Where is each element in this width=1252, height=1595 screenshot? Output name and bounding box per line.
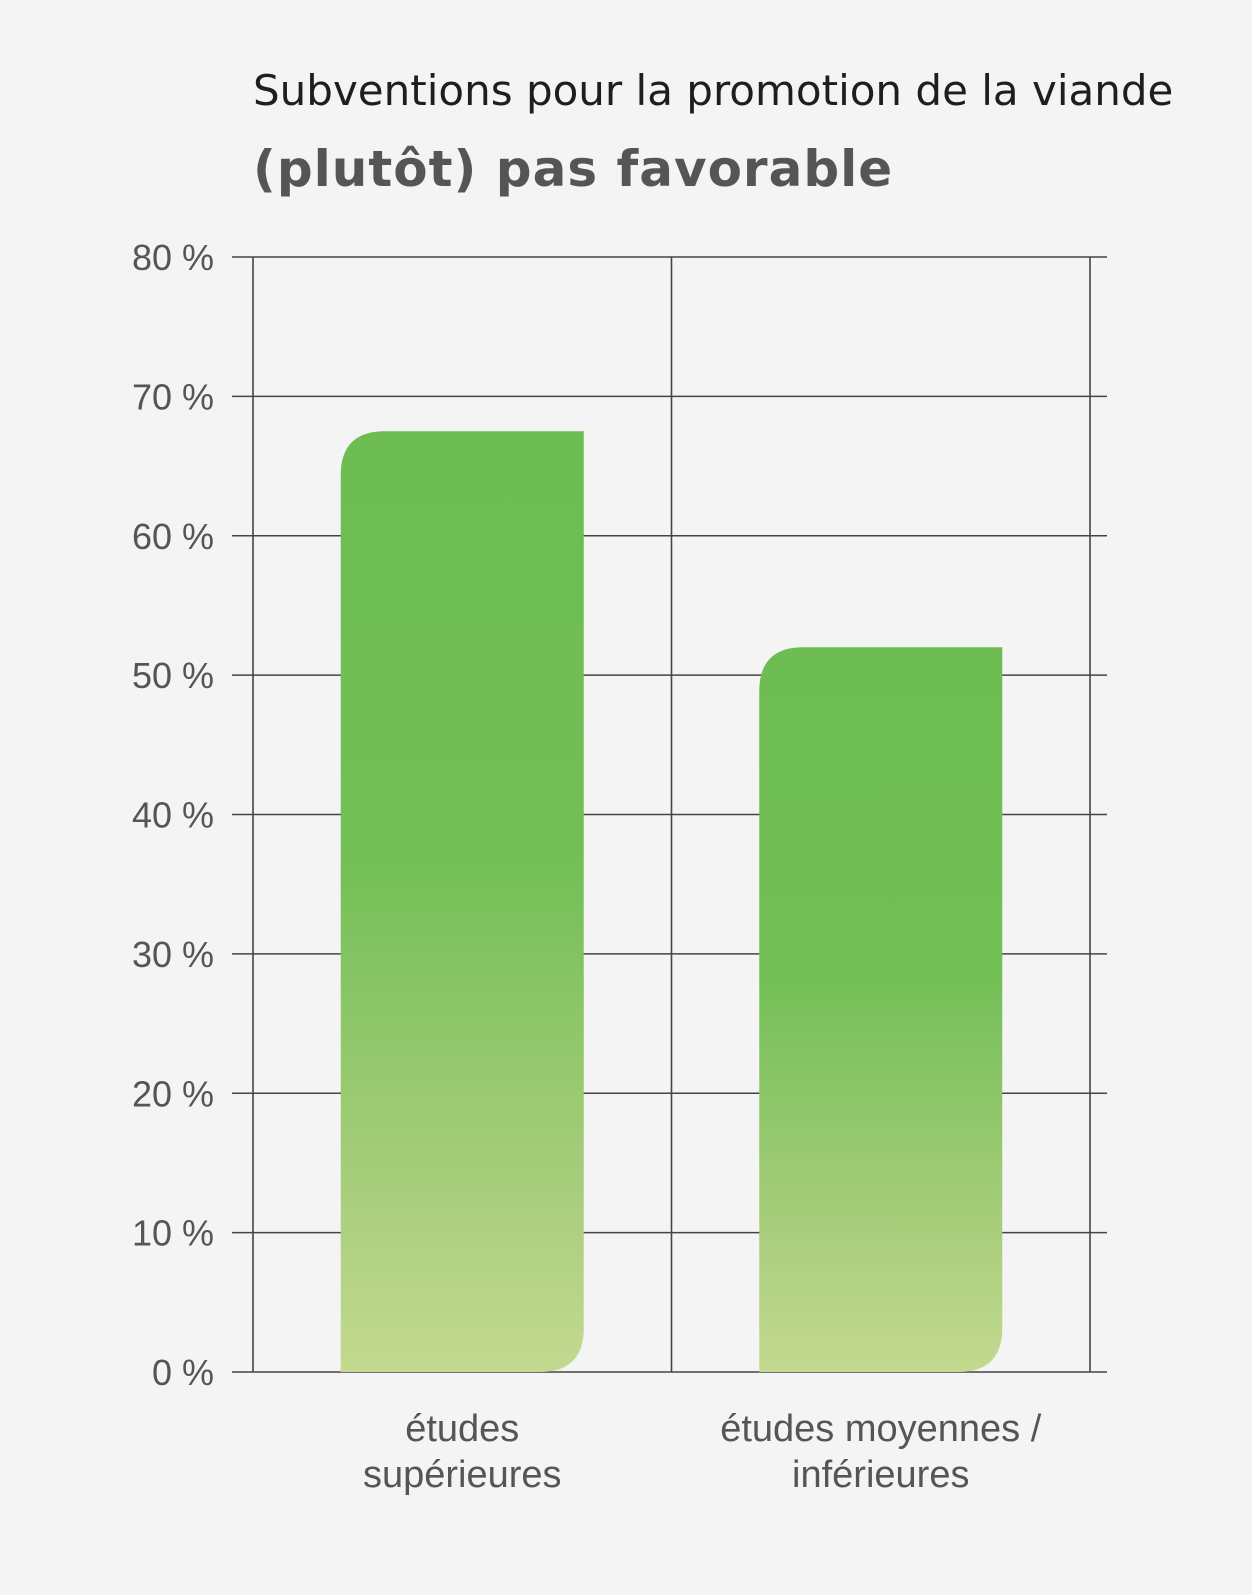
bar-0 bbox=[340, 431, 584, 1372]
chart-title: Subventions pour la promotion de la vian… bbox=[253, 66, 1174, 115]
y-tick-label: 30 % bbox=[132, 934, 214, 975]
y-tick-label: 20 % bbox=[132, 1073, 214, 1114]
y-tick-label: 10 % bbox=[132, 1213, 214, 1254]
x-category-label: études bbox=[405, 1408, 519, 1450]
x-category-label: inférieures bbox=[792, 1454, 969, 1496]
y-tick-label: 0 % bbox=[152, 1352, 214, 1393]
bar-1 bbox=[759, 647, 1003, 1372]
y-tick-label: 70 % bbox=[132, 376, 214, 417]
x-category-label: supérieures bbox=[363, 1454, 562, 1496]
y-axis-ticks: 0 % 10 % 20 % 30 % 40 % 50 % 60 % 70 % 80 % bbox=[132, 237, 214, 1393]
y-tick-label: 80 % bbox=[132, 237, 214, 278]
chart-subtitle: (plutôt) pas favorable bbox=[253, 140, 894, 198]
y-tick-label: 50 % bbox=[132, 655, 214, 696]
y-tick-label: 40 % bbox=[132, 795, 214, 836]
bars bbox=[340, 431, 1003, 1372]
x-category-label: études moyennes / bbox=[720, 1408, 1042, 1450]
y-tick-label: 60 % bbox=[132, 516, 214, 557]
